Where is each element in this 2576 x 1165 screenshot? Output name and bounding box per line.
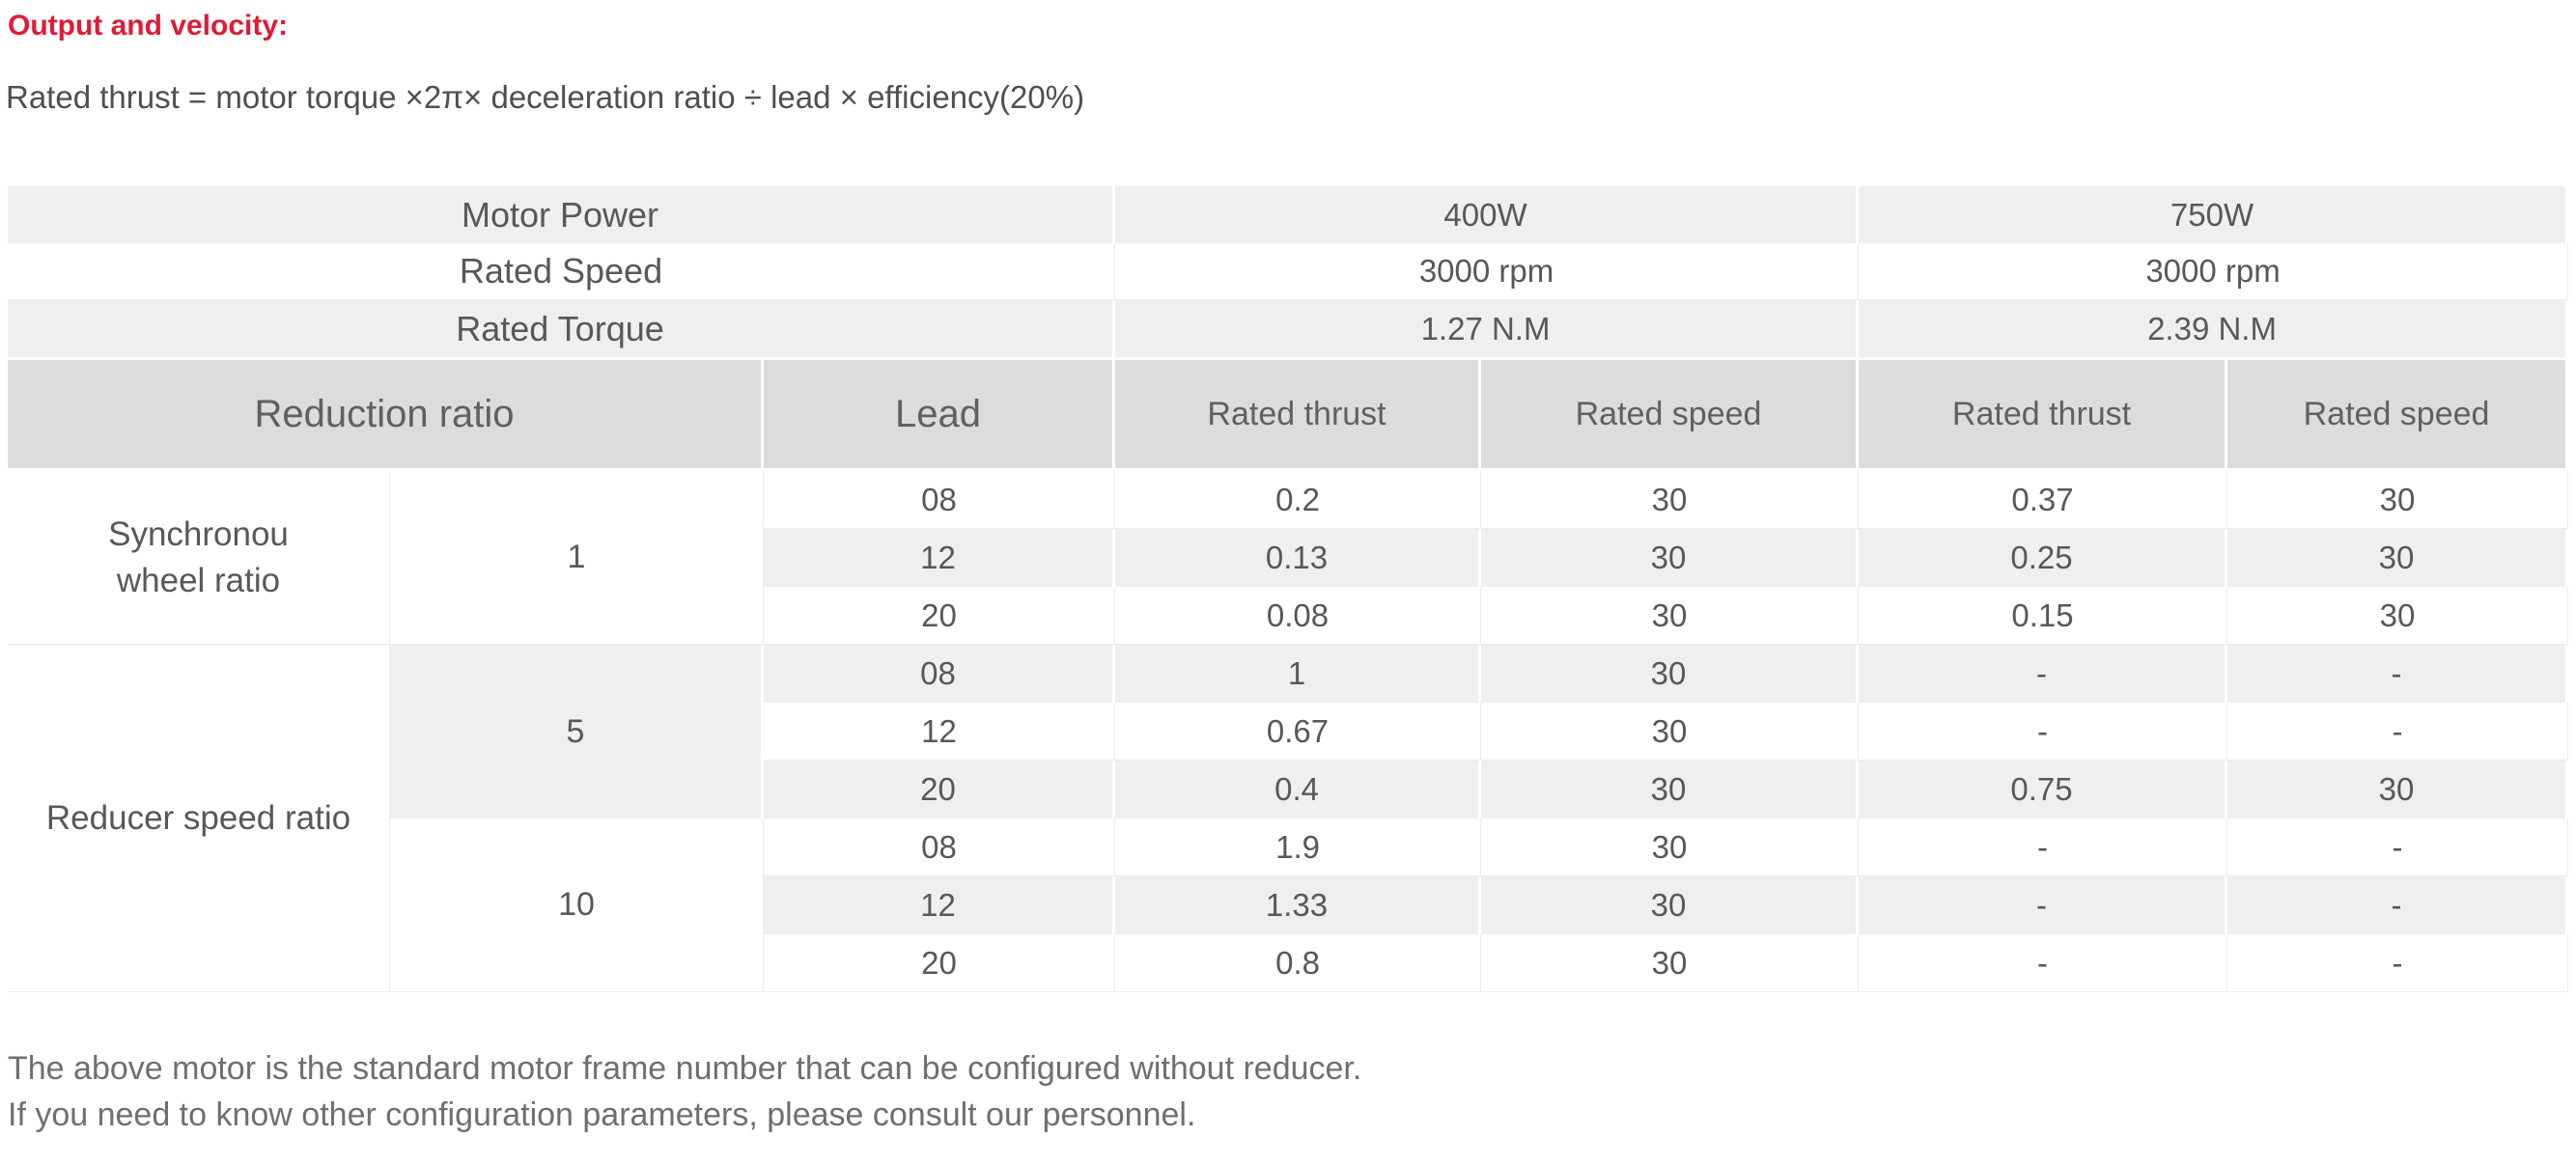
rated-speed-400w-cell: 30 (1481, 587, 1860, 645)
spec-label-motor-power: Motor Power (8, 186, 1116, 243)
group-label-synchronous-wheel: Synchronou wheel ratio (8, 471, 390, 645)
rated-thrust-750w-cell: 0.37 (1859, 471, 2228, 529)
output-velocity-table: Motor Power 400W 750W Rated Speed 3000 r… (8, 186, 2569, 992)
rated-thrust-400w-cell: 1 (1115, 645, 1482, 703)
rated-thrust-400w-cell: 0.08 (1115, 587, 1482, 645)
footnote-line: The above motor is the standard motor fr… (8, 1050, 1362, 1087)
rated-thrust-400w-cell: 0.67 (1115, 703, 1482, 761)
header-rated-thrust-400w: Rated thrust (1115, 357, 1482, 471)
rated-thrust-750w-cell: - (1859, 818, 2228, 876)
rated-thrust-750w-cell: 0.25 (1859, 529, 2228, 587)
spec-label-rated-speed: Rated Speed (8, 243, 1116, 300)
formula-text: Rated thrust = motor torque ×2π× deceler… (6, 79, 1085, 115)
rated-thrust-750w-cell: 0.15 (1859, 587, 2228, 645)
rated-thrust-400w-cell: 0.13 (1115, 529, 1482, 587)
rated-speed-400w-cell: 30 (1481, 876, 1860, 934)
rated-speed-750w-cell: 30 (2227, 761, 2569, 818)
rated-speed-750w-cell: - (2227, 818, 2569, 876)
rated-speed-400w-cell: 30 (1481, 934, 1860, 992)
spec-value-rated-torque-400w: 1.27 N.M (1115, 300, 1860, 357)
page-title: Output and velocity: (8, 10, 289, 42)
spec-row-rated-speed: Rated Speed 3000 rpm 3000 rpm (8, 243, 2569, 300)
table-row: 20 0.08 30 0.15 30 (8, 587, 2569, 645)
header-rated-speed-750w: Rated speed (2227, 357, 2569, 471)
table-row: Reducer speed ratio 5 08 1 30 - - (8, 645, 2569, 992)
table-row: 10 08 1.9 30 - - (8, 818, 2569, 992)
rated-thrust-750w-cell: - (1859, 703, 2228, 761)
spec-value-motor-power-400w: 400W (1115, 186, 1860, 243)
spec-row-rated-torque: Rated Torque 1.27 N.M 2.39 N.M (8, 300, 2569, 357)
lead-cell: 08 (764, 645, 1116, 703)
rated-thrust-750w-cell: - (1859, 876, 2228, 934)
spec-value-rated-torque-750w: 2.39 N.M (1859, 300, 2569, 357)
ratio-cell-5: 5 (390, 645, 764, 818)
rated-speed-400w-cell: 30 (1481, 529, 1860, 587)
rated-thrust-750w-cell: - (1859, 934, 2228, 992)
lead-cell: 20 (764, 587, 1116, 645)
spec-row-motor-power: Motor Power 400W 750W (8, 186, 2569, 243)
rated-thrust-750w-cell: - (1859, 645, 2228, 703)
footnotes: The above motor is the standard motor fr… (8, 1045, 1361, 1138)
header-lead: Lead (764, 357, 1116, 471)
lead-cell: 08 (764, 471, 1116, 529)
lead-cell: 08 (764, 818, 1116, 876)
group-label-reducer-speed: Reducer speed ratio (8, 645, 390, 992)
rated-speed-750w-cell: 30 (2227, 529, 2569, 587)
rated-thrust-400w-cell: 0.8 (1115, 934, 1482, 992)
rated-speed-750w-cell: 30 (2227, 587, 2569, 645)
table-row: 12 1.33 30 - - (8, 876, 2569, 934)
header-rated-thrust-750w: Rated thrust (1859, 357, 2228, 471)
ratio-cell-1: 1 (390, 471, 764, 645)
lead-cell: 20 (764, 761, 1116, 818)
rated-thrust-400w-cell: 1.9 (1115, 818, 1482, 876)
rated-thrust-400w-cell: 0.2 (1115, 471, 1482, 529)
rated-speed-750w-cell: 30 (2227, 471, 2569, 529)
rated-speed-400w-cell: 30 (1481, 471, 1860, 529)
spec-label-rated-torque: Rated Torque (8, 300, 1116, 357)
table-header-row: Reduction ratio Lead Rated thrust Rated … (8, 357, 2569, 471)
header-rated-speed-400w: Rated speed (1481, 357, 1860, 471)
rated-speed-400w-cell: 30 (1481, 818, 1860, 876)
rated-speed-400w-cell: 30 (1481, 761, 1860, 818)
rated-speed-750w-cell: - (2227, 876, 2569, 934)
spec-value-rated-speed-750w: 3000 rpm (1859, 243, 2569, 300)
footnote-line: If you need to know other configuration … (8, 1096, 1196, 1133)
spec-value-motor-power-750w: 750W (1859, 186, 2569, 243)
lead-cell: 20 (764, 934, 1116, 992)
rated-speed-400w-cell: 30 (1481, 645, 1860, 703)
ratio-cell-10: 10 (390, 818, 764, 992)
lead-cell: 12 (764, 876, 1116, 934)
table-row: 12 0.67 30 - - (8, 703, 2569, 761)
lead-cell: 12 (764, 529, 1116, 587)
rated-speed-750w-cell: - (2227, 934, 2569, 992)
spec-value-rated-speed-400w: 3000 rpm (1115, 243, 1860, 300)
lead-cell: 12 (764, 703, 1116, 761)
table-row: 12 0.13 30 0.25 30 (8, 529, 2569, 587)
rated-speed-750w-cell: - (2227, 703, 2569, 761)
rated-thrust-400w-cell: 1.33 (1115, 876, 1482, 934)
rated-thrust-750w-cell: 0.75 (1859, 761, 2228, 818)
rated-speed-750w-cell: - (2227, 645, 2569, 703)
table-row: 20 0.4 30 0.75 30 (8, 761, 2569, 818)
table-row: Synchronou wheel ratio 1 08 0.2 30 0.37 … (8, 471, 2569, 645)
table-row: 20 0.8 30 - - (8, 934, 2569, 992)
header-reduction-ratio: Reduction ratio (8, 357, 764, 471)
rated-speed-400w-cell: 30 (1481, 703, 1860, 761)
rated-thrust-400w-cell: 0.4 (1115, 761, 1482, 818)
